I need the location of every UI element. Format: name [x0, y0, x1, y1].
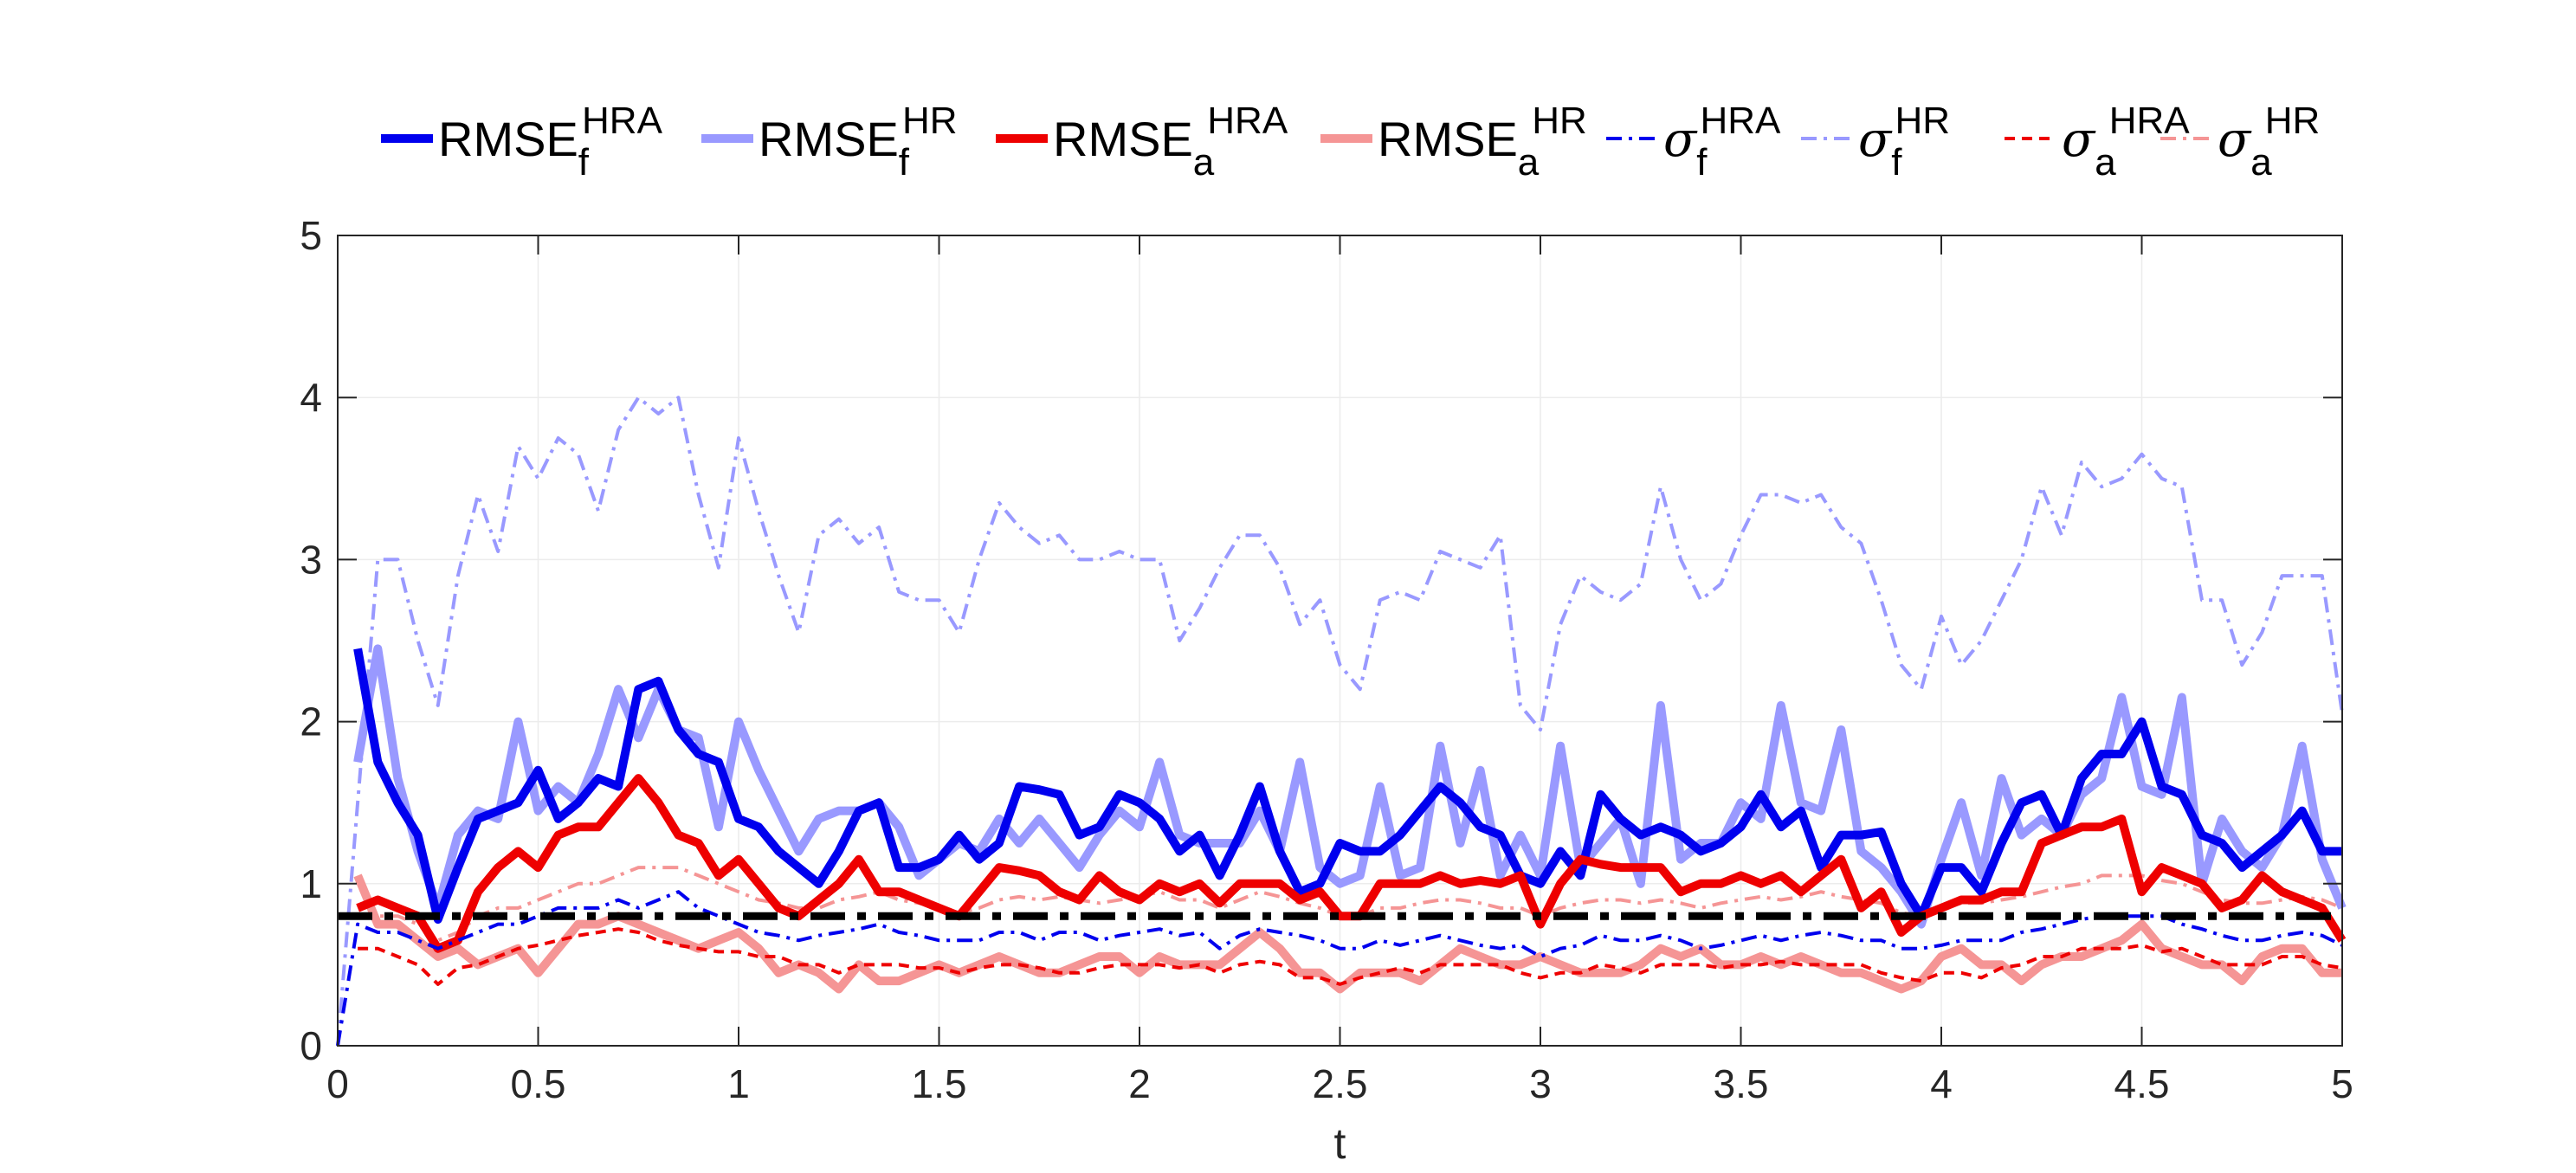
legend-label-subscript: f [899, 141, 910, 184]
legend-entry: RMSEfHR [759, 100, 958, 184]
x-tick-label: 1.5 [912, 1061, 967, 1106]
legend: RMSEfHRA RMSEfHR RMSEaHRA RMSEaHR σfHRA σfHR σ… [381, 100, 2320, 184]
legend-label-main: σ [1858, 112, 1893, 168]
x-axis-title: t [1334, 1119, 1346, 1168]
x-tick-labels: 0 0.5 1 1.5 2 2.5 3 3.5 4 4.5 5 [326, 1061, 2353, 1106]
legend-label-main: RMSE [1053, 112, 1193, 166]
x-tick-label: 4 [1930, 1061, 1953, 1106]
legend-entry: σaHRA [2062, 100, 2190, 184]
legend-label-superscript: HR [1532, 100, 1587, 142]
legend-label-subscript: a [1193, 141, 1215, 184]
legend-label-main: RMSE [1378, 112, 1518, 166]
x-tick-label: 0.5 [511, 1061, 566, 1106]
legend-entry: RMSEfHRA [438, 100, 663, 184]
x-tick-label: 0 [326, 1061, 349, 1106]
y-tick-label: 4 [300, 375, 322, 420]
series-line-rmse-f-hr [353, 644, 2347, 929]
y-tick-label: 5 [300, 213, 322, 258]
y-tick-label: 2 [300, 699, 322, 744]
legend-label-subscript: f [1696, 141, 1708, 184]
legend-label-main: RMSE [438, 112, 578, 166]
legend-label-superscript: HR [1895, 100, 1950, 142]
x-tick-label: 2 [1128, 1061, 1151, 1106]
series-layer [336, 396, 2347, 1047]
x-tick-label: 3 [1529, 1061, 1552, 1106]
legend-entry: σfHRA [1663, 100, 1781, 184]
x-tick-label: 4.5 [2114, 1061, 2170, 1106]
legend-label-subscript: f [578, 141, 590, 184]
legend-label-superscript: HRA [582, 100, 663, 142]
x-tick-label: 2.5 [1313, 1061, 1368, 1106]
x-tick-label: 1 [727, 1061, 750, 1106]
y-tick-label: 0 [300, 1023, 322, 1068]
series-line-sigma-f-hra [336, 890, 2343, 1047]
legend-label-superscript: HRA [2109, 100, 2191, 142]
y-tick-label: 3 [300, 537, 322, 582]
series-line-rmse-f-hra [353, 648, 2342, 924]
legend-entry: RMSEaHR [1378, 100, 1587, 184]
legend-label-subscript: a [2095, 141, 2116, 184]
legend-entry: σfHR [1858, 100, 1950, 184]
legend-entry: RMSEaHRA [1053, 100, 1288, 184]
series-line-sigma-f-hr [336, 396, 2344, 1047]
legend-label-main: RMSE [759, 112, 899, 166]
legend-label-main: σ [1663, 112, 1698, 168]
series-line-sigma-a-hra [358, 927, 2343, 986]
y-tick-labels: 0 1 2 3 4 5 [300, 213, 322, 1068]
x-tick-label: 5 [2331, 1061, 2353, 1106]
axes [337, 235, 2343, 1047]
x-tick-label: 3.5 [1714, 1061, 1769, 1106]
legend-label-superscript: HRA [1207, 100, 1288, 142]
legend-label-main: σ [2062, 112, 2096, 168]
y-tick-label: 1 [300, 861, 322, 906]
legend-entry: σaHR [2218, 100, 2320, 184]
legend-label-superscript: HRA [1700, 100, 1781, 142]
legend-label-subscript: a [1518, 141, 1540, 184]
legend-label-main: σ [2218, 112, 2252, 168]
series-line-rmse-a-hr [353, 873, 2342, 994]
legend-label-subscript: f [1891, 141, 1902, 184]
legend-label-superscript: HR [2265, 100, 2321, 142]
series-line-rmse-a-hra [356, 774, 2347, 953]
legend-label-subscript: a [2250, 141, 2272, 184]
legend-label-superscript: HR [902, 100, 958, 142]
